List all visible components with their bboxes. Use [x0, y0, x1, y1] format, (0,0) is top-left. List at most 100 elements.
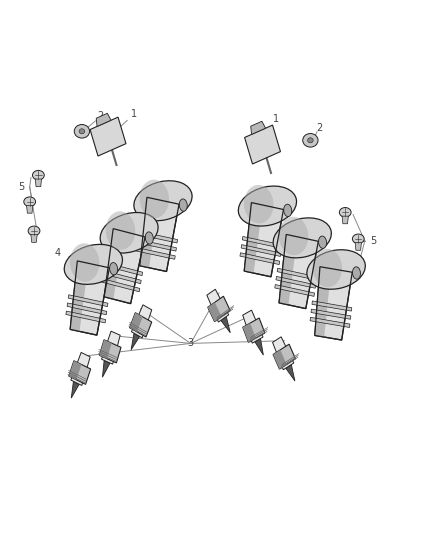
Ellipse shape: [279, 217, 308, 255]
Ellipse shape: [339, 207, 351, 217]
Polygon shape: [243, 323, 256, 342]
Polygon shape: [279, 235, 297, 305]
Polygon shape: [104, 229, 124, 299]
Polygon shape: [273, 350, 287, 369]
Polygon shape: [240, 253, 280, 264]
Ellipse shape: [353, 234, 364, 244]
Polygon shape: [244, 203, 263, 273]
Ellipse shape: [74, 125, 89, 138]
Ellipse shape: [70, 243, 99, 282]
Polygon shape: [208, 302, 222, 321]
Polygon shape: [102, 360, 110, 377]
Ellipse shape: [273, 218, 332, 258]
Polygon shape: [99, 340, 112, 359]
Ellipse shape: [244, 185, 273, 223]
Polygon shape: [244, 125, 280, 164]
Ellipse shape: [24, 197, 35, 206]
Polygon shape: [130, 313, 152, 337]
Polygon shape: [275, 285, 314, 296]
Polygon shape: [243, 318, 265, 342]
Polygon shape: [355, 243, 361, 251]
Ellipse shape: [100, 213, 158, 253]
Polygon shape: [272, 337, 294, 370]
Ellipse shape: [318, 236, 327, 248]
Ellipse shape: [64, 244, 123, 285]
Polygon shape: [102, 331, 120, 364]
Polygon shape: [310, 317, 350, 327]
Polygon shape: [100, 278, 140, 292]
Polygon shape: [69, 361, 81, 380]
Ellipse shape: [145, 232, 153, 244]
Ellipse shape: [303, 134, 318, 147]
Polygon shape: [138, 231, 177, 243]
Polygon shape: [90, 117, 126, 156]
Polygon shape: [315, 266, 331, 337]
Polygon shape: [315, 266, 352, 340]
Polygon shape: [312, 301, 352, 311]
Ellipse shape: [313, 249, 342, 287]
Polygon shape: [242, 237, 282, 248]
Polygon shape: [71, 352, 90, 385]
Text: 4: 4: [327, 262, 333, 271]
Polygon shape: [131, 333, 140, 350]
Text: 5: 5: [18, 182, 24, 192]
Polygon shape: [130, 313, 143, 332]
Polygon shape: [135, 247, 175, 259]
Text: 3: 3: [187, 338, 194, 349]
Polygon shape: [103, 262, 143, 276]
Polygon shape: [70, 261, 110, 335]
Ellipse shape: [179, 199, 187, 211]
Polygon shape: [276, 277, 316, 288]
Ellipse shape: [106, 211, 135, 250]
Polygon shape: [104, 229, 145, 304]
Ellipse shape: [134, 181, 192, 221]
Polygon shape: [68, 295, 108, 306]
Polygon shape: [71, 381, 79, 398]
Ellipse shape: [238, 186, 297, 226]
Polygon shape: [70, 261, 88, 332]
Polygon shape: [31, 235, 37, 243]
Ellipse shape: [110, 263, 118, 275]
Polygon shape: [277, 268, 317, 280]
Polygon shape: [279, 235, 318, 309]
Polygon shape: [140, 197, 179, 271]
Polygon shape: [27, 206, 33, 213]
Polygon shape: [311, 309, 351, 319]
Polygon shape: [66, 311, 106, 323]
Polygon shape: [241, 245, 281, 256]
Ellipse shape: [32, 171, 44, 180]
Polygon shape: [243, 310, 263, 343]
Text: 4: 4: [55, 248, 61, 259]
Polygon shape: [342, 216, 348, 224]
Polygon shape: [208, 296, 230, 321]
Polygon shape: [244, 203, 283, 277]
Polygon shape: [137, 239, 177, 251]
Ellipse shape: [307, 250, 365, 289]
Polygon shape: [67, 303, 107, 315]
Ellipse shape: [28, 226, 40, 236]
Ellipse shape: [140, 180, 169, 218]
Text: 1: 1: [272, 114, 279, 124]
Polygon shape: [96, 114, 111, 126]
Polygon shape: [140, 197, 158, 268]
Text: 2: 2: [316, 123, 322, 133]
Polygon shape: [102, 270, 141, 284]
Ellipse shape: [353, 267, 360, 279]
Polygon shape: [99, 340, 121, 363]
Polygon shape: [207, 289, 229, 322]
Polygon shape: [286, 365, 295, 381]
Polygon shape: [351, 272, 357, 279]
Polygon shape: [255, 338, 263, 355]
Text: 1: 1: [131, 109, 137, 119]
Polygon shape: [251, 121, 265, 134]
Ellipse shape: [79, 129, 85, 134]
Polygon shape: [221, 317, 230, 333]
Ellipse shape: [348, 263, 360, 273]
Polygon shape: [273, 344, 296, 369]
Text: 2: 2: [98, 111, 104, 122]
Ellipse shape: [284, 204, 292, 216]
Polygon shape: [131, 305, 152, 338]
Text: 5: 5: [371, 236, 377, 246]
Polygon shape: [35, 179, 42, 187]
Ellipse shape: [307, 138, 313, 143]
